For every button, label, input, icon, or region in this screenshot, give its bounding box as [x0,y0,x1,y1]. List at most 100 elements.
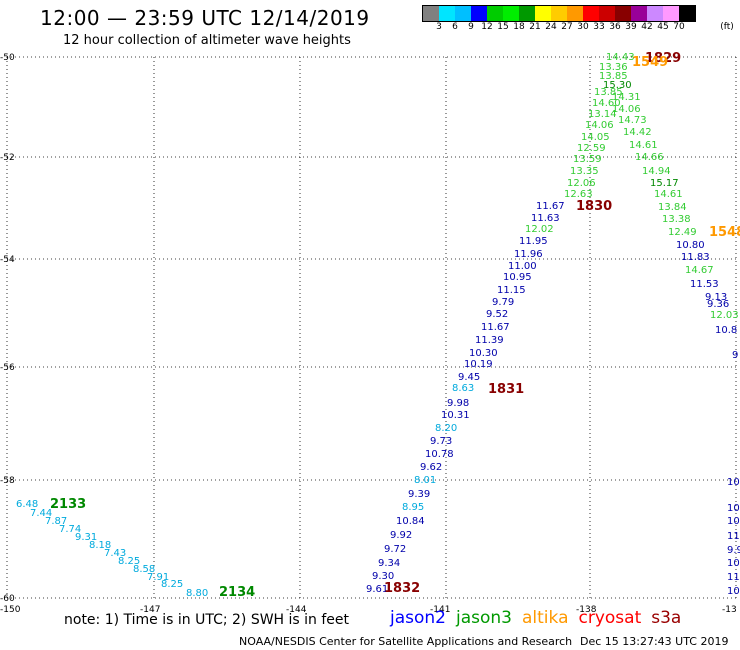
longitude-tick: -141 [430,605,450,615]
wave-height-value: 9.92 [390,530,412,541]
longitude-tick: -144 [286,605,307,615]
wave-height-value: 6.48 [16,499,38,510]
wave-height-value: 13.59 [573,154,602,165]
wave-height-value: 12.49 [668,227,697,238]
wave-height-value: 8.63 [452,383,474,394]
longitude-tick: -138 [576,605,597,615]
wave-height-value: 9.79 [492,297,514,308]
page-title: 12:00 — 23:59 UTC 12/14/2019 [40,6,370,30]
color-swatch [663,6,679,21]
color-swatch [551,6,567,21]
color-swatch [455,6,471,21]
longitude-tick: -150 [0,605,21,615]
wave-height-value: 8.95 [402,502,424,513]
time-label: 1549 [632,55,668,70]
wave-height-value: 9.13 [705,292,727,303]
wave-height-value: 8.58 [133,564,155,575]
wave-height-value: 13.38 [662,214,691,225]
wave-height-value: 7.87 [45,516,67,527]
wave-height-value: 9 [732,350,738,361]
latitude-tick: -52 [0,153,15,163]
color-swatch [679,6,695,21]
legend-s3a: s3a [651,608,682,628]
wave-height-value: 11.00 [508,261,537,272]
wave-height-value: 11.39 [475,335,504,346]
time-label: 1829 [645,51,681,66]
color-scale-tick: 9 [468,22,474,32]
wave-height-value: 12.03 [710,310,739,321]
wave-height-value: 9.9 [727,545,740,556]
wave-height-value: 15.17 [650,178,679,189]
longitude-tick: -147 [140,605,160,615]
color-scale-tick: 45 [657,22,669,32]
wave-height-value: 7.43 [104,548,126,559]
time-label: 1832 [384,581,420,596]
wave-height-value: 9.30 [372,571,394,582]
wave-height-value: 9.36 [707,299,729,310]
wave-height-value: 13.36 [599,62,628,73]
color-scale-tick: 6 [452,22,458,32]
wave-height-value: 10 [727,477,740,488]
wave-height-value: 13.35 [570,166,599,177]
color-scale-tick: 3 [436,22,442,32]
wave-height-value: 12.63 [564,189,593,200]
wave-height-value: 9.98 [447,398,469,409]
wave-height-value: 12.02 [525,224,554,235]
axis-tick-labels: -150 -147 -144 -141 -138 -13 -50 -52 -54 -56 -58 -6… [0,53,737,615]
longitude-tick: -13 [722,605,737,615]
wave-height-value: 8.20 [435,423,457,434]
color-swatch [583,6,599,21]
color-swatch [471,6,487,21]
legend-jason3: jason3 [456,608,512,628]
color-scale-tick: 24 [545,22,557,32]
color-swatch [567,6,583,21]
legend-altika: altika [522,608,569,628]
color-scale-tick: 18 [513,22,525,32]
wave-height-value: 9.73 [430,436,452,447]
wave-height-value: 11.4 [727,572,740,583]
color-swatch [423,6,439,21]
wave-height-value: 13.84 [658,202,687,213]
wave-height-value: 10.80 [676,240,705,251]
wave-height-value: 8.25 [161,579,183,590]
color-swatch [519,6,535,21]
wave-height-value: 13.85 [594,87,623,98]
color-scale-tick: 36 [609,22,621,32]
page-subtitle: 12 hour collection of altimeter wave hei… [63,33,351,48]
wave-height-value: 8.18 [89,540,111,551]
time-label: 2134 [219,585,255,600]
wave-height-value: 14.05 [581,132,610,143]
wave-height-value: 9.61 [366,584,388,595]
latitude-tick: -50 [0,53,15,63]
color-scale-tick: 33 [593,22,605,32]
color-scale-labels: 3 6 9 12 15 18 21 24 27 30 33 36 39 42 45 70 (ft) [422,22,740,36]
wave-height-value: 14.06 [585,120,614,131]
wave-height-value: 10.19 [464,359,493,370]
legend-jason2: jason2 [390,608,446,628]
wave-height-value: 10.30 [469,348,498,359]
wave-height-value: 14.42 [623,127,652,138]
wave-height-value: 14.43 [606,52,635,63]
color-scale-tick: 42 [641,22,653,32]
wave-height-value: 7.44 [30,508,52,519]
satellite-tracks: 6.487.447.877.749.318.187.438.258.587.91… [16,51,740,600]
units-note: note: 1) Time is in UTC; 2) SWH is in fe… [64,612,350,628]
time-label: 1548 [709,225,740,240]
wave-height-value: 10.07 [727,586,740,597]
wave-height-value: 9.45 [458,372,480,383]
wave-height-value: 9.62 [420,462,442,473]
color-swatch [615,6,631,21]
wave-height-value: 9.39 [408,489,430,500]
wave-height-value: 12.06 [567,178,596,189]
wave-height-value: 11.96 [514,249,543,260]
wave-height-value: 11.83 [681,252,710,263]
wave-height-value: 14.61 [654,189,683,200]
color-swatch [599,6,615,21]
wave-height-value: 11.53 [690,279,719,290]
wave-height-value: 14.67 [685,265,714,276]
color-scale-tick: 21 [529,22,541,32]
wave-height-value: 10.95 [503,272,532,283]
wave-height-value: 13.85 [599,71,628,82]
wave-height-value: 8.25 [118,556,140,567]
